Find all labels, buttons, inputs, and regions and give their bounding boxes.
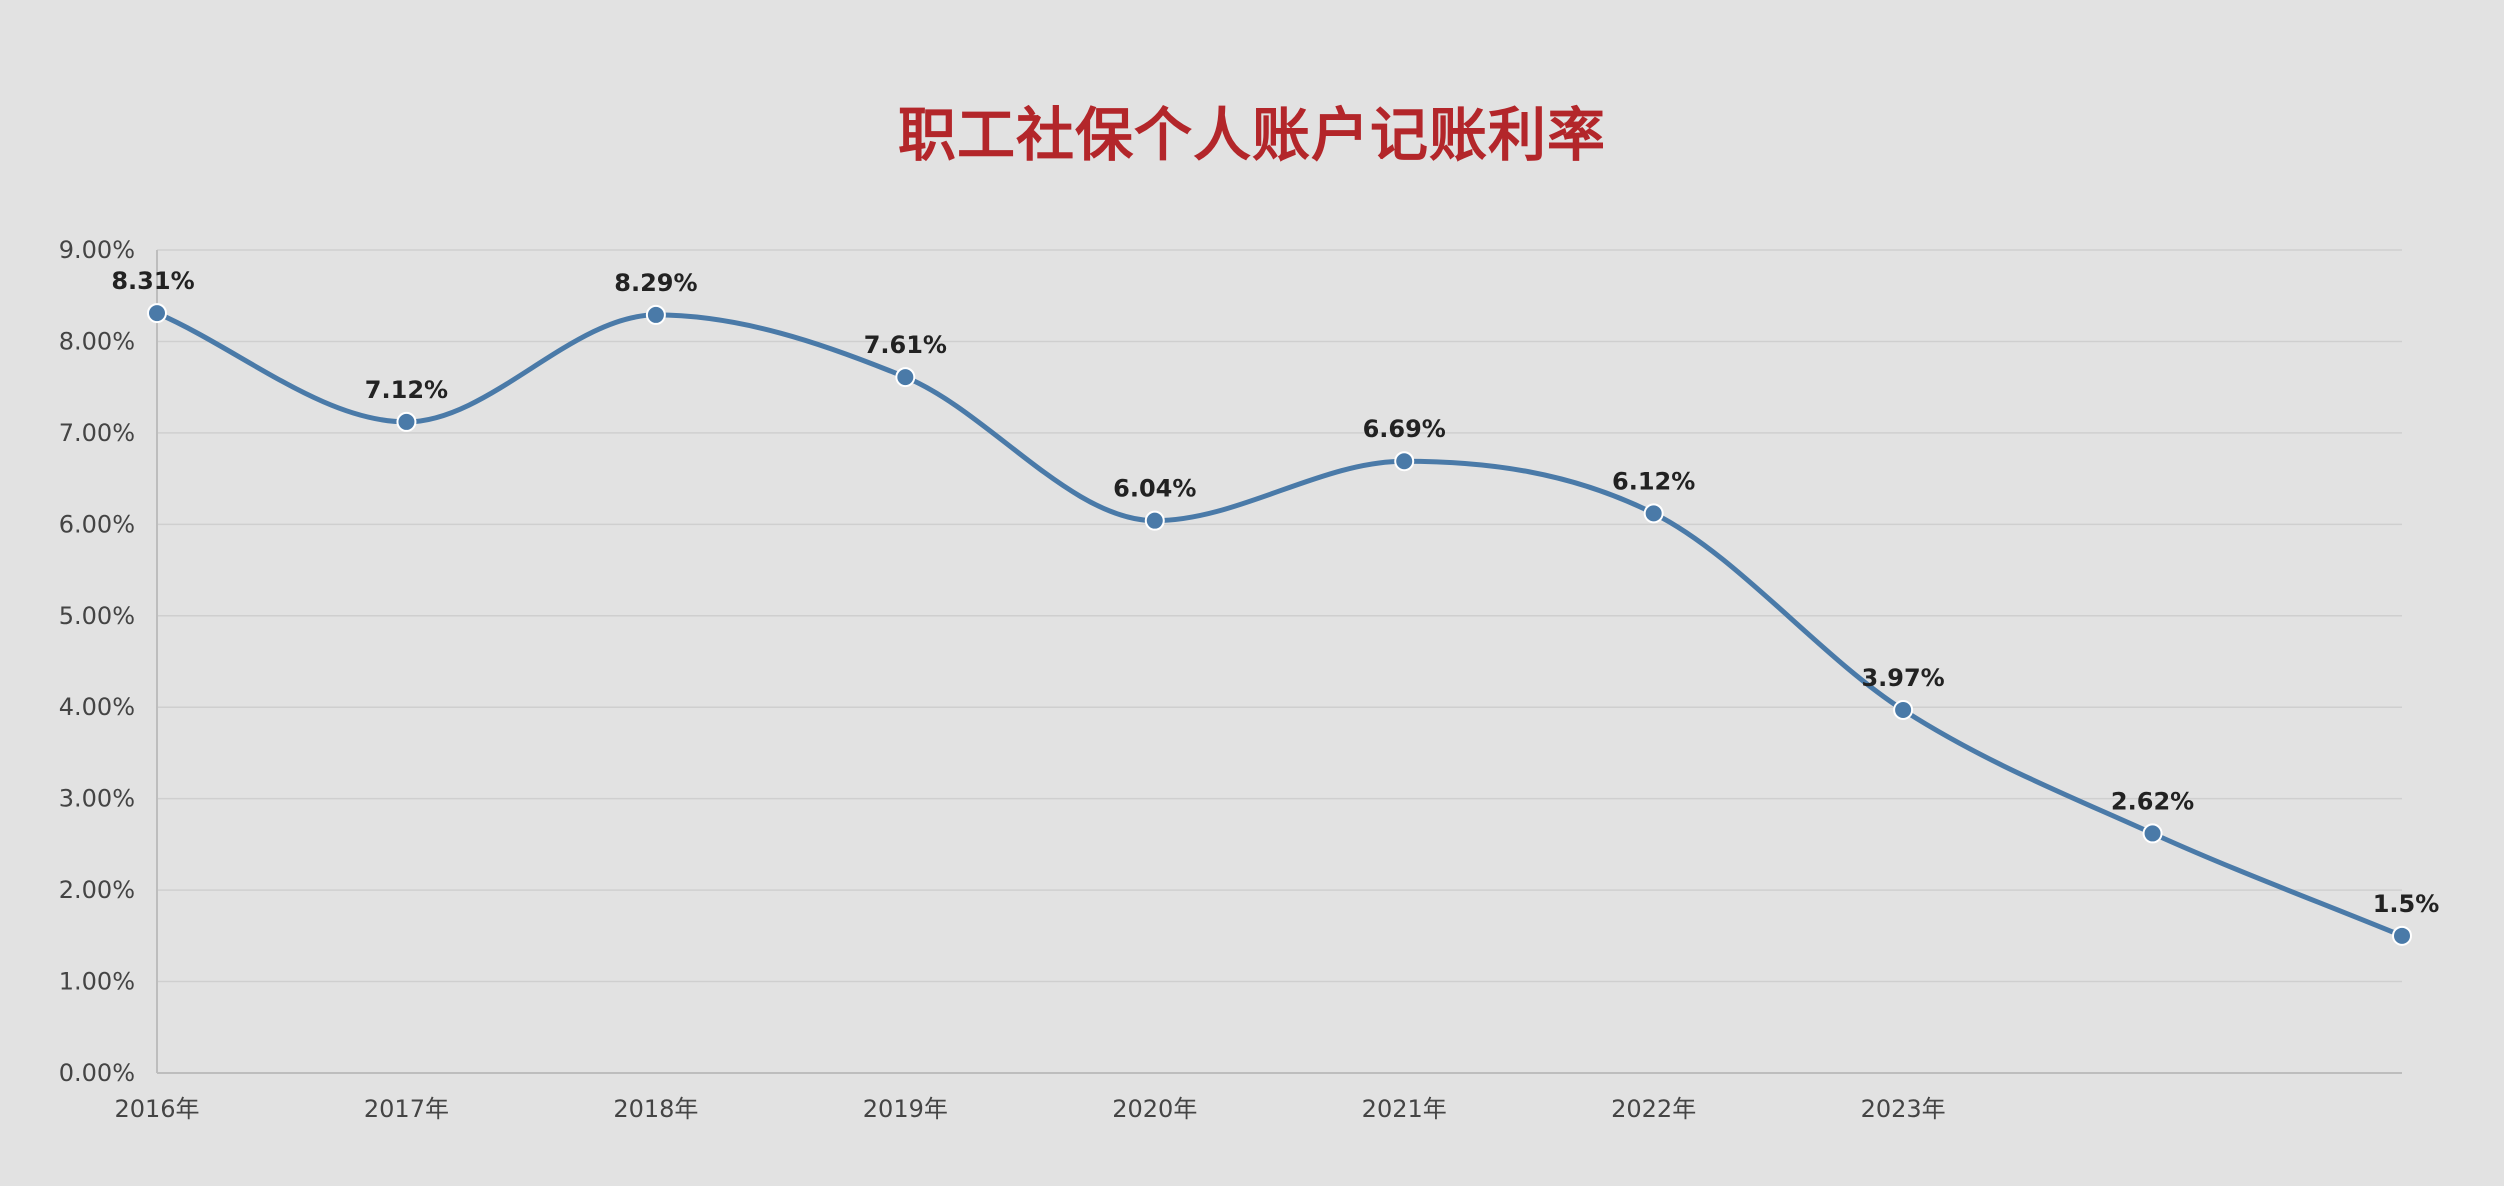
data-point [1394, 451, 1415, 472]
x-tick-label: 2020年 [1112, 1095, 1197, 1123]
x-tick-label: 2023年 [1861, 1095, 1946, 1123]
y-tick-label: 4.00% [59, 693, 135, 721]
x-tick-label: 2016年 [114, 1095, 199, 1123]
x-tick-label: 2018年 [613, 1095, 698, 1123]
data-point [895, 367, 916, 388]
data-label: 2.62% [2111, 787, 2194, 815]
y-tick-label: 2.00% [59, 876, 135, 904]
data-label: 8.31% [111, 267, 194, 295]
y-tick-label: 5.00% [59, 602, 135, 630]
y-tick-label: 9.00% [59, 236, 135, 264]
data-point [2142, 823, 2163, 844]
data-point [2392, 925, 2412, 946]
data-label: 6.69% [1363, 415, 1446, 443]
y-tick-label: 6.00% [59, 510, 135, 538]
y-axis-ticks: 0.00% 1.00% 2.00% 3.00% 4.00% 5.00% 6.00% 7.00%… [59, 236, 135, 1087]
data-point [396, 411, 417, 432]
data-label: 7.12% [365, 376, 448, 404]
data-label: 3.97% [1861, 664, 1944, 692]
y-tick-label: 0.00% [59, 1059, 135, 1087]
data-label: 1.5% [2373, 890, 2440, 918]
y-tick-label: 8.00% [59, 327, 135, 355]
series-line [154, 310, 2405, 939]
y-tick-label: 3.00% [59, 785, 135, 813]
data-point [1144, 510, 1165, 531]
data-point [147, 303, 167, 324]
y-tick-label: 1.00% [59, 968, 135, 996]
chart-title: 职工社保个人账户记账利率 [897, 101, 1606, 169]
grid-lines [157, 249, 2402, 983]
axes [156, 250, 2402, 1074]
data-point [1893, 699, 1914, 720]
x-tick-label: 2022年 [1611, 1095, 1696, 1123]
data-label: 7.61% [864, 331, 947, 359]
x-axis-ticks: 2016年 2017年 2018年 2019年 2020年 2021年 2022年 2023年 [114, 1095, 1945, 1123]
data-label: 6.04% [1113, 475, 1196, 503]
data-point [645, 304, 666, 325]
data-labels: 8.31% 7.12% 8.29% 7.61% 6.04% 6.69% 6.12% 3.97%… [111, 267, 2439, 918]
series-group [147, 303, 2412, 946]
y-tick-label: 7.00% [59, 419, 135, 447]
x-tick-label: 2021年 [1362, 1095, 1447, 1123]
data-label: 8.29% [614, 269, 697, 297]
x-tick-label: 2019年 [863, 1095, 948, 1123]
data-point [1643, 503, 1664, 524]
x-tick-label: 2017年 [364, 1095, 449, 1123]
data-label: 6.12% [1612, 467, 1695, 495]
